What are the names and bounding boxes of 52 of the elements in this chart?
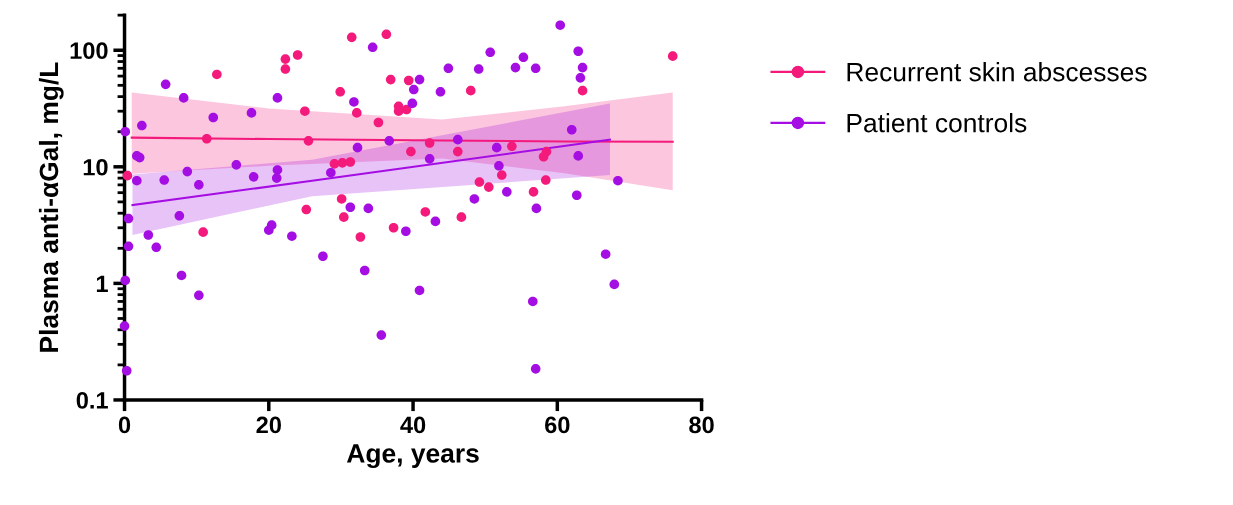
y-tick-label: 100	[70, 42, 108, 60]
point	[280, 54, 291, 64]
point	[528, 187, 539, 197]
point	[424, 138, 435, 148]
y-tick-label: 0.1	[76, 392, 108, 409]
point	[385, 74, 396, 85]
point	[507, 141, 517, 152]
point	[540, 175, 551, 185]
x-tick-label: 40	[400, 416, 426, 434]
point	[300, 106, 310, 117]
point	[577, 85, 588, 96]
point	[667, 51, 678, 61]
point	[292, 50, 303, 60]
x-tick-label: 80	[689, 416, 714, 434]
point	[346, 32, 357, 43]
point	[483, 182, 494, 192]
point	[337, 158, 348, 168]
point	[201, 133, 212, 144]
point	[403, 75, 414, 86]
point	[381, 29, 392, 40]
point	[452, 146, 463, 157]
point	[303, 136, 314, 146]
point	[122, 170, 133, 181]
point	[456, 212, 467, 222]
point	[420, 207, 431, 217]
y-tick-label: 1	[96, 275, 108, 292]
y-axis-title: Plasma anti-αGal, mg/L	[38, 62, 64, 352]
point	[538, 151, 549, 162]
point	[339, 212, 349, 222]
point	[496, 170, 507, 180]
point	[336, 194, 347, 204]
point	[401, 104, 412, 115]
point	[465, 85, 476, 96]
point	[345, 157, 356, 167]
x-axis-title: Age, years	[346, 444, 479, 469]
legend-label: Patient controls	[847, 113, 1027, 133]
point	[406, 146, 416, 157]
point	[301, 204, 312, 215]
point	[280, 64, 291, 74]
y-tick-label: 10	[83, 158, 108, 176]
point	[373, 117, 384, 128]
x-tick-label: 60	[545, 416, 570, 434]
point	[212, 69, 222, 80]
x-tick-label: 0	[118, 416, 131, 434]
x-tick-label: 20	[256, 416, 281, 434]
point	[198, 227, 208, 237]
point	[355, 232, 366, 242]
point	[335, 86, 346, 97]
point	[351, 108, 362, 118]
legend-label: Recurrent skin abscesses	[847, 62, 1147, 82]
point	[474, 177, 485, 187]
point	[388, 222, 399, 233]
